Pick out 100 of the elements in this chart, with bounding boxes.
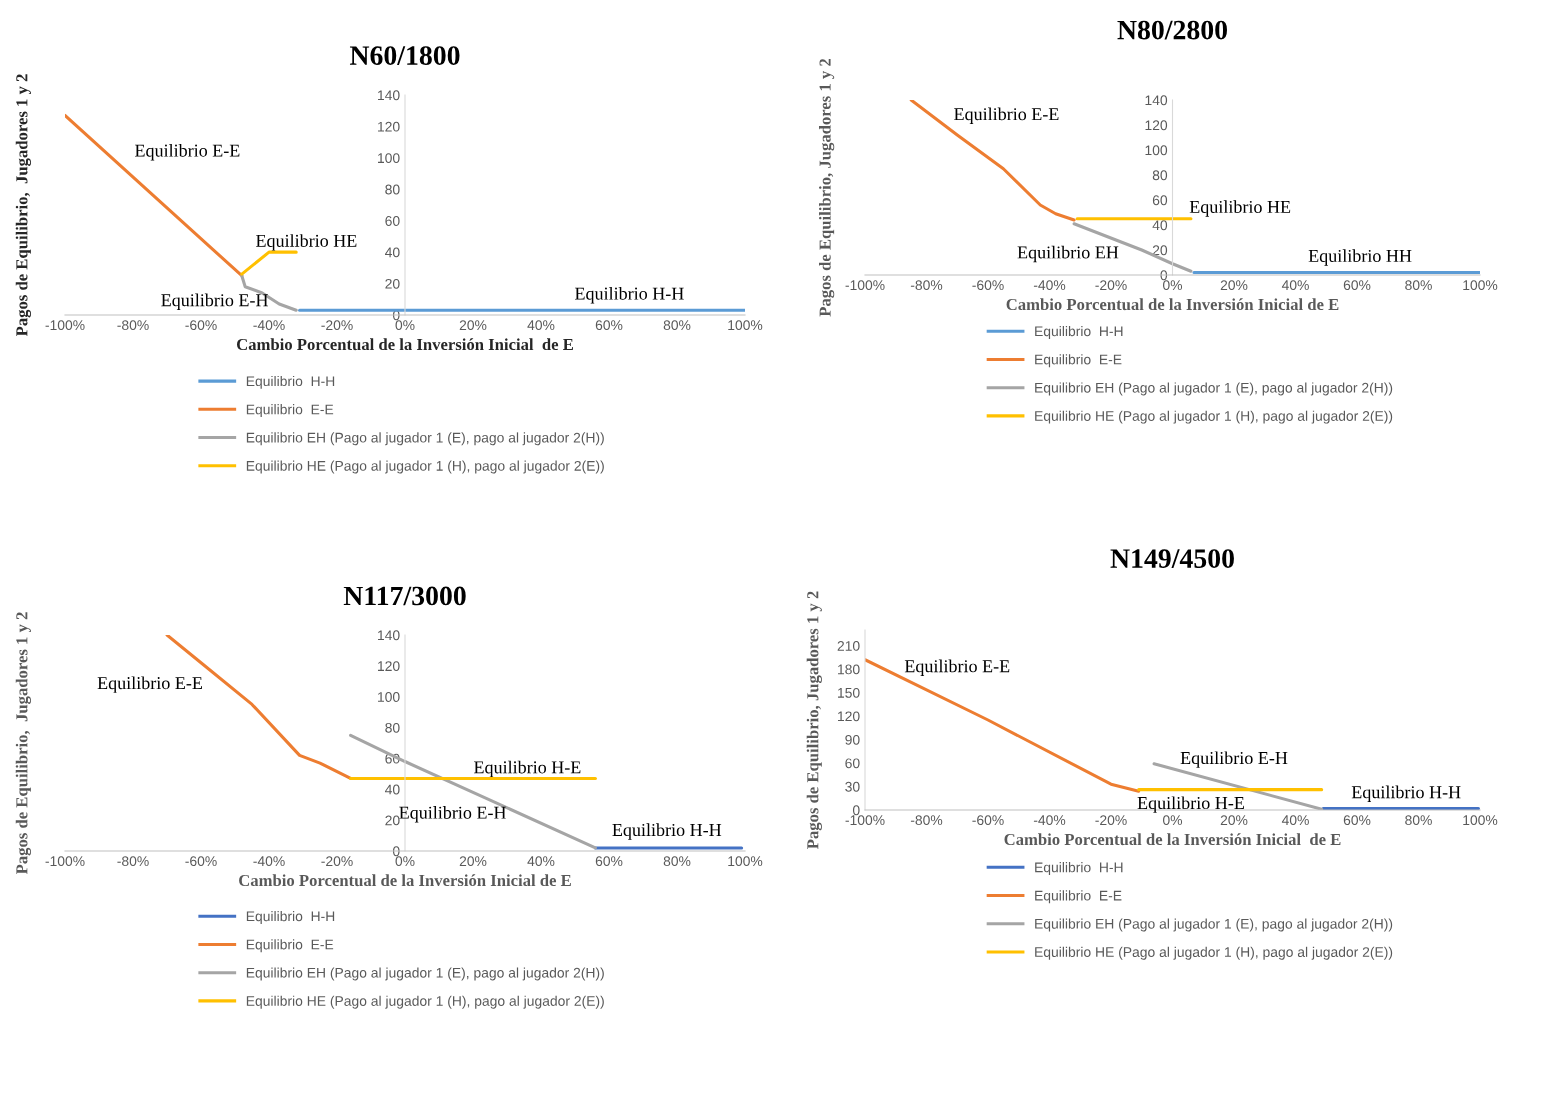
x-tick-label: -100% [845,280,885,291]
x-tick-label: -20% [1095,280,1127,291]
x-tick-label: 0% [395,856,415,867]
annotation: Equilibrio EH [1017,245,1119,263]
x-tick-label: 100% [1463,280,1498,291]
legend-label: Equilibrio H-H [246,375,335,389]
y-tick-label: 30 [845,781,860,792]
y-tick-label: 120 [378,121,400,132]
x-tick-label: 60% [1343,815,1371,826]
y-tick-label: 100 [378,692,400,702]
x-tick-label: -60% [185,320,217,331]
x-tick-label: 60% [595,320,623,331]
x-tick-label: -40% [253,320,285,331]
x-tick-label: 100% [728,320,763,331]
x-tick-label: 40% [527,856,555,867]
annotation: Equilibrio H-H [1351,785,1461,802]
x-tick-label: 0% [1163,815,1183,826]
line-series [909,100,1076,222]
annotation: Equilibrio E-E [954,107,1059,124]
x-tick-label: -100% [45,320,85,331]
x-tick-label: -80% [910,815,943,826]
legend-label: Equilibrio EH (Pago al jugador 1 (E), pago al jugador 2(H)) [1035,382,1393,396]
annotation: Equilibrio HH [1308,249,1412,266]
x-axis-title: Cambio Porcentual de la Inversión Inicial de E [236,338,573,351]
x-tick-label: -60% [972,280,1004,291]
y-tick-label: 80 [1152,170,1168,181]
y-tick-label: 40 [385,784,400,795]
x-tick-label: -60% [185,856,217,867]
y-tick-label: 180 [838,664,860,675]
x-axis-title: Cambio Porcentual de la Inversión Inicial de E [1006,298,1339,311]
x-tick-label: 0% [1163,280,1183,291]
x-tick-label: -20% [321,320,353,331]
legend-label: Equilibrio HE (Pago al jugador 1 (H), pago al jugador 2(E)) [246,995,604,1009]
annotation: Equilibrio HE [1189,200,1291,217]
x-tick-label: -100% [45,856,85,867]
legend-label: Equilibrio HE (Pago al jugador 1 (H), pago al jugador 2(E)) [1035,410,1393,424]
y-tick-label: 60 [385,216,400,226]
x-tick-label: 80% [663,320,691,331]
x-tick-label: 80% [1405,280,1432,291]
x-tick-label: 20% [459,320,487,331]
y-tick-label: 40 [385,247,400,258]
y-tick-label: 80 [385,184,400,195]
legend-label: Equilibrio H-H [1035,862,1123,876]
x-tick-label: 40% [1281,815,1309,826]
x-tick-label: 40% [1281,280,1309,291]
x-tick-label: 60% [595,856,623,867]
x-tick-label: -40% [253,856,285,867]
legend-label: Equilibrio H-H [1035,326,1123,339]
x-tick-label: -20% [1095,815,1127,826]
y-tick-label: 140 [378,90,400,101]
x-tick-label: -40% [1033,815,1066,826]
x-axis-title: Cambio Porcentual de la Inversión Inicial de E [1004,833,1341,846]
x-tick-label: 100% [1463,815,1498,826]
y-axis-title: Pagos de Equilibrio, Jugadores 1 y 2 [15,74,31,337]
x-axis-title: Cambio Porcentual de la Inversión Inicial de E [239,874,571,887]
y-tick-label: 210 [837,640,860,651]
y-tick-label: 80 [385,722,400,733]
x-tick-label: 20% [1220,815,1248,826]
x-tick-label: -100% [845,815,885,826]
x-tick-label: 40% [527,320,555,331]
x-tick-label: 0% [395,320,415,331]
y-tick-label: 100 [378,153,400,164]
legend-label: Equilibrio E-E [1035,354,1122,368]
annotation: Equilibrio E-H [1180,751,1288,768]
annotation: Equilibrio E-H [161,293,268,310]
x-tick-label: -80% [117,856,149,867]
y-tick-label: 60 [1152,195,1168,206]
chart-title: N117/3000 [343,586,466,606]
y-tick-label: 0 [1160,270,1168,281]
legend-label: Equilibrio E-E [246,404,334,418]
chart-title: N149/4500 [1110,549,1234,568]
y-tick-label: 20 [385,815,400,826]
y-tick-label: 0 [392,846,400,857]
y-axis-title: Pagos de Equilibrio, Jugadores 1 y 2 [15,612,31,875]
x-tick-label: -80% [117,320,149,331]
y-tick-label: 0 [852,805,860,816]
x-tick-label: 60% [1343,280,1371,291]
annotation: Equilibrio H-H [612,823,722,840]
y-tick-label: 140 [1145,95,1168,106]
y-tick-label: 90 [845,734,860,745]
y-tick-label: 150 [838,687,860,698]
y-tick-label: 60 [845,758,860,769]
legend-label: Equilibrio E-E [246,939,334,953]
legend-label: Equilibrio E-E [1035,890,1122,904]
legend-label: Equilibrio EH (Pago al jugador 1 (E), pago al jugador 2(H)) [246,432,604,446]
x-tick-label: -40% [1033,280,1066,291]
y-axis-title: Pagos de Equilibrio, Jugadores 1 y 2 [819,58,835,317]
y-tick-label: 40 [1152,220,1168,231]
chart-title: N80/2800 [1117,20,1227,40]
legend-label: Equilibrio HE (Pago al jugador 1 (H), pago al jugador 2(E)) [246,460,604,474]
y-tick-label: 120 [1145,120,1168,131]
annotation: Equilibrio E-E [904,659,1010,676]
legend-label: Equilibrio EH (Pago al jugador 1 (E), pago al jugador 2(H)) [1035,918,1393,932]
annotation: Equilibrio H-E [474,760,581,778]
annotation: Equilibrio H-E [1137,796,1244,813]
legend-label: Equilibrio EH (Pago al jugador 1 (E), pago al jugador 2(H)) [246,967,604,981]
chart-title: N60/1800 [349,46,460,65]
x-tick-label: -20% [321,856,353,867]
y-tick-label: 120 [378,661,400,672]
annotation: Equilibrio H-H [575,287,684,304]
